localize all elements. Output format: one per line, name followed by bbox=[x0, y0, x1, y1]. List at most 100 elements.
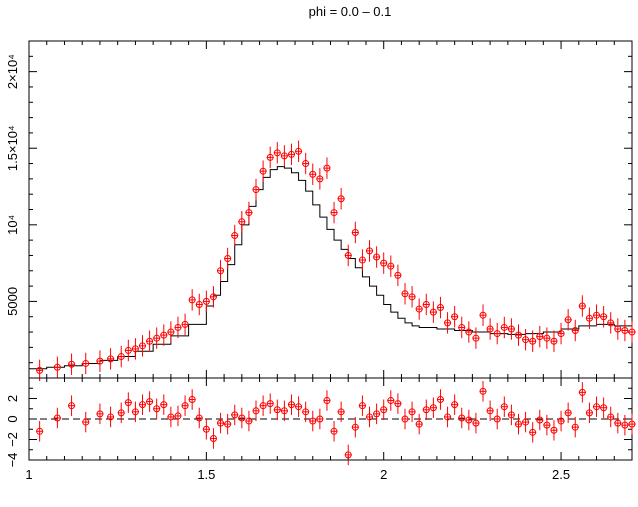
point-marker bbox=[493, 330, 501, 338]
data-point bbox=[522, 411, 530, 433]
x-tick-label: 1 bbox=[25, 467, 32, 482]
point-marker bbox=[373, 253, 381, 261]
point-marker bbox=[614, 325, 622, 333]
point-marker bbox=[429, 404, 437, 412]
data-point bbox=[224, 413, 232, 435]
point-marker bbox=[415, 420, 423, 428]
data-point bbox=[245, 410, 253, 432]
point-marker bbox=[607, 413, 615, 421]
point-marker bbox=[344, 251, 352, 259]
point-marker bbox=[337, 408, 345, 416]
data-point bbox=[628, 413, 636, 435]
data-point bbox=[316, 168, 324, 190]
data-point bbox=[344, 444, 352, 466]
point-marker bbox=[167, 328, 175, 336]
point-marker bbox=[600, 404, 608, 412]
data-point bbox=[600, 306, 608, 328]
data-point bbox=[557, 322, 565, 345]
data-point bbox=[543, 327, 551, 349]
point-marker bbox=[472, 334, 480, 342]
point-marker bbox=[217, 419, 225, 427]
data-point bbox=[479, 381, 487, 402]
data-point bbox=[500, 396, 508, 417]
data-point bbox=[238, 407, 246, 429]
data-point bbox=[493, 322, 501, 345]
x-tick-label: 1.5 bbox=[197, 467, 215, 482]
data-point bbox=[592, 396, 601, 417]
y-tick-label: 10⁴ bbox=[5, 215, 20, 235]
point-marker bbox=[600, 313, 608, 321]
spectrum-data-points bbox=[36, 140, 636, 382]
data-point bbox=[550, 330, 558, 352]
point-marker bbox=[36, 366, 44, 374]
y-tick-label: −4 bbox=[5, 453, 20, 468]
data-point bbox=[295, 140, 303, 163]
point-marker bbox=[465, 416, 473, 424]
spectrum-frame bbox=[28, 40, 633, 379]
point-marker bbox=[514, 331, 522, 339]
data-point bbox=[408, 286, 416, 308]
data-point bbox=[209, 286, 217, 308]
data-point bbox=[82, 411, 90, 433]
point-marker bbox=[614, 419, 622, 427]
point-marker bbox=[295, 403, 303, 411]
data-point bbox=[394, 264, 402, 287]
data-point bbox=[373, 246, 381, 268]
data-point bbox=[146, 391, 154, 412]
data-point bbox=[117, 402, 125, 424]
data-point bbox=[188, 389, 196, 410]
data-point bbox=[351, 221, 359, 244]
data-point bbox=[365, 240, 374, 262]
point-marker bbox=[557, 330, 565, 338]
data-point bbox=[181, 313, 189, 336]
data-point bbox=[436, 389, 445, 410]
data-point bbox=[259, 160, 267, 182]
point-marker bbox=[536, 416, 544, 424]
point-marker bbox=[500, 403, 508, 411]
point-marker bbox=[316, 415, 324, 423]
point-marker bbox=[231, 411, 239, 419]
point-marker bbox=[245, 209, 253, 217]
point-marker bbox=[571, 423, 579, 431]
point-marker bbox=[444, 413, 452, 421]
point-marker bbox=[479, 311, 487, 319]
y-tick-label: 5000 bbox=[5, 287, 20, 316]
data-point bbox=[280, 145, 288, 167]
point-marker bbox=[479, 387, 487, 395]
data-point bbox=[174, 405, 182, 427]
point-marker bbox=[160, 401, 168, 409]
data-point bbox=[600, 397, 608, 418]
data-point bbox=[330, 421, 338, 442]
x-tick-label: 2.5 bbox=[552, 467, 570, 482]
data-point bbox=[436, 296, 445, 319]
data-point bbox=[415, 298, 423, 320]
point-marker bbox=[422, 406, 430, 414]
point-marker bbox=[444, 319, 452, 327]
data-point bbox=[216, 260, 225, 282]
point-marker bbox=[124, 399, 132, 407]
point-marker bbox=[422, 300, 430, 308]
data-point bbox=[344, 244, 352, 267]
point-marker bbox=[302, 160, 310, 168]
data-point bbox=[500, 316, 508, 339]
point-marker bbox=[231, 232, 239, 240]
data-point bbox=[358, 395, 366, 416]
data-point bbox=[621, 319, 629, 342]
point-marker bbox=[507, 411, 515, 419]
data-point bbox=[429, 301, 437, 323]
point-marker bbox=[451, 401, 459, 409]
data-point bbox=[422, 293, 430, 316]
point-marker bbox=[181, 320, 189, 328]
point-marker bbox=[266, 400, 274, 408]
data-point bbox=[564, 402, 572, 424]
data-point bbox=[238, 211, 246, 233]
data-point bbox=[486, 400, 494, 422]
data-point bbox=[351, 416, 359, 438]
data-point bbox=[280, 400, 288, 422]
data-point bbox=[181, 395, 189, 416]
point-marker bbox=[82, 359, 90, 367]
point-marker bbox=[188, 296, 196, 304]
point-marker bbox=[316, 175, 324, 183]
point-marker bbox=[188, 396, 196, 404]
data-point bbox=[614, 318, 622, 340]
